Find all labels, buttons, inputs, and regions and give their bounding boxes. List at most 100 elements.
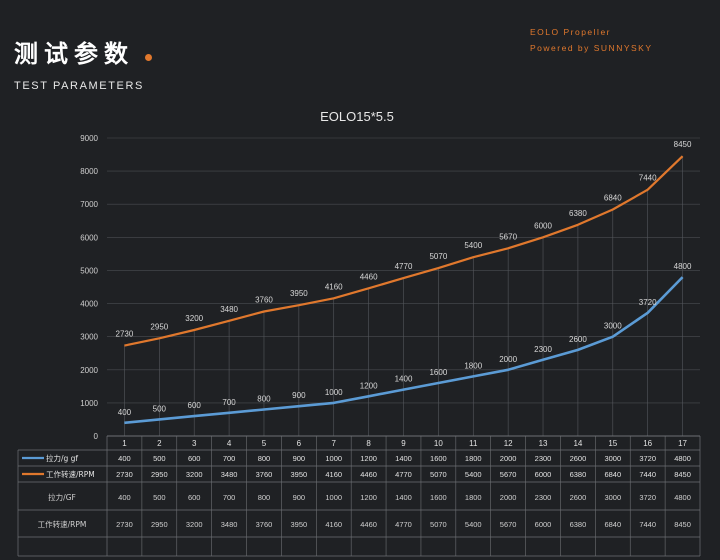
rpm-data-label: 5070: [429, 252, 447, 261]
thrust-data-label: 1200: [360, 381, 378, 390]
rpm-data-label: 3950: [290, 289, 308, 298]
rpm-data-label: 6380: [569, 209, 587, 218]
legend-label: 工作转速/RPM: [46, 469, 95, 479]
table-cell-value: 1600: [430, 454, 447, 463]
thrust-data-label: 2600: [569, 335, 587, 344]
spec-cell-value: 3200: [186, 520, 203, 529]
x-category-label: 1: [122, 439, 127, 448]
y-tick-label: 8000: [80, 167, 98, 176]
y-tick-label: 9000: [80, 134, 98, 143]
table-cell-value: 3720: [639, 454, 656, 463]
table-cell-value: 1200: [360, 454, 377, 463]
spec-cell-value: 500: [153, 493, 166, 502]
table-cell-value: 3480: [221, 470, 238, 479]
table-cell-value: 6380: [570, 470, 587, 479]
table-cell-value: 900: [293, 454, 306, 463]
table-cell-value: 1800: [465, 454, 482, 463]
rpm-data-label: 7440: [639, 174, 657, 183]
x-category-label: 13: [539, 439, 548, 448]
spec-cell-value: 3760: [256, 520, 273, 529]
spec-cell-value: 2600: [570, 493, 587, 502]
thrust-data-label: 700: [222, 398, 236, 407]
table-cell-value: 3200: [186, 470, 203, 479]
table-cell-value: 4160: [325, 470, 342, 479]
table-cell-value: 3000: [604, 454, 621, 463]
spec-cell-value: 1200: [360, 493, 377, 502]
y-tick-label: 4000: [80, 300, 98, 309]
y-tick-label: 3000: [80, 333, 98, 342]
thrust-data-label: 400: [118, 408, 132, 417]
table-cell-value: 600: [188, 454, 201, 463]
table-cell-value: 2000: [500, 454, 517, 463]
spec-cell-value: 2000: [500, 493, 517, 502]
table-cell-value: 2950: [151, 470, 168, 479]
table-cell-value: 5400: [465, 470, 482, 479]
table-cell-value: 3760: [256, 470, 273, 479]
x-category-label: 10: [434, 439, 443, 448]
table-cell-value: 7440: [639, 470, 656, 479]
spec-cell-value: 1600: [430, 493, 447, 502]
thrust-data-label: 900: [292, 391, 306, 400]
y-tick-label: 2000: [80, 366, 98, 375]
table-cell-value: 4800: [674, 454, 691, 463]
x-category-label: 15: [608, 439, 617, 448]
brand-block: EOLO Propeller Powered by SUNNYSKY: [530, 24, 653, 56]
x-category-label: 3: [192, 439, 197, 448]
thrust-data-label: 1400: [395, 375, 413, 384]
table-cell-value: 500: [153, 454, 166, 463]
spec-cell-value: 4160: [325, 520, 342, 529]
y-tick-label: 6000: [80, 233, 98, 242]
thrust-data-label: 1800: [464, 361, 482, 370]
legend-label: 拉力/g gf: [46, 453, 78, 463]
rpm-data-label: 3200: [185, 314, 203, 323]
table-cell-value: 1000: [325, 454, 342, 463]
rpm-data-label: 8450: [674, 140, 692, 149]
x-category-label: 17: [678, 439, 687, 448]
rpm-data-label: 3760: [255, 296, 273, 305]
x-category-label: 16: [643, 439, 652, 448]
y-tick-label: 5000: [80, 266, 98, 275]
rpm-data-label: 3480: [220, 305, 238, 314]
thrust-data-label: 3720: [639, 298, 657, 307]
spec-cell-value: 5400: [465, 520, 482, 529]
spec-cell-value: 4460: [360, 520, 377, 529]
table-cell-value: 4460: [360, 470, 377, 479]
x-category-label: 14: [573, 439, 582, 448]
x-category-label: 2: [157, 439, 162, 448]
spec-cell-value: 8450: [674, 520, 691, 529]
spec-cell-value: 400: [118, 493, 131, 502]
x-category-label: 12: [504, 439, 513, 448]
spec-cell-value: 6000: [535, 520, 552, 529]
table-cell-value: 2600: [570, 454, 587, 463]
thrust-data-label: 2300: [534, 345, 552, 354]
rpm-data-label: 5400: [464, 241, 482, 250]
table-cell-value: 6840: [604, 470, 621, 479]
spec-cell-value: 3480: [221, 520, 238, 529]
spec-cell-value: 4800: [674, 493, 691, 502]
page-subtitle-en: TEST PARAMETERS: [14, 80, 144, 92]
spec-cell-value: 2300: [535, 493, 552, 502]
table-cell-value: 6000: [535, 470, 552, 479]
table-cell-value: 700: [223, 454, 236, 463]
thrust-data-label: 2000: [499, 355, 517, 364]
thrust-data-label: 600: [188, 401, 202, 410]
spec-cell-value: 800: [258, 493, 271, 502]
spec-cell-value: 5070: [430, 520, 447, 529]
x-category-label: 11: [469, 439, 478, 448]
spec-row-label: 拉力/GF: [48, 492, 76, 502]
spec-cell-value: 1000: [325, 493, 342, 502]
table-cell-value: 2730: [116, 470, 133, 479]
rpm-data-label: 6000: [534, 221, 552, 230]
y-tick-label: 0: [94, 432, 99, 441]
title-accent-dot: [145, 54, 152, 61]
thrust-data-label: 3000: [604, 322, 622, 331]
spec-cell-value: 6380: [570, 520, 587, 529]
rpm-data-label: 4460: [360, 272, 378, 281]
spec-cell-value: 2950: [151, 520, 168, 529]
table-cell-value: 5670: [500, 470, 517, 479]
spec-cell-value: 1400: [395, 493, 412, 502]
spec-cell-value: 700: [223, 493, 236, 502]
spec-cell-value: 5670: [500, 520, 517, 529]
thrust-data-label: 500: [153, 404, 167, 413]
